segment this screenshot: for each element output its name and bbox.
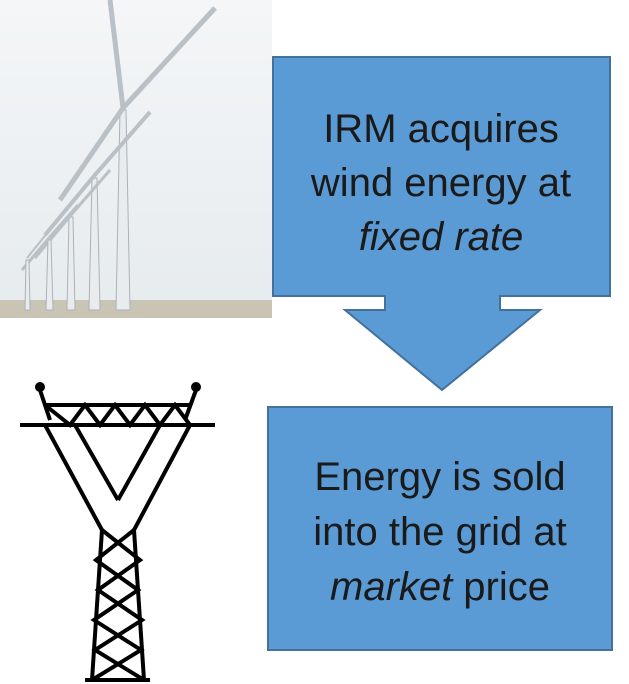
node-text: Energy is sold bbox=[314, 455, 565, 499]
node-text: IRM acquires bbox=[323, 107, 559, 151]
italic-word: market bbox=[330, 565, 454, 609]
node-text: into the grid at bbox=[313, 510, 567, 554]
word: price bbox=[463, 565, 550, 609]
wind-turbines-image bbox=[0, 0, 272, 318]
node-text: wind energy at bbox=[310, 161, 571, 205]
diagram: IRM acquires wind energy at fixed rate E… bbox=[0, 0, 629, 684]
node-text: fixed rate bbox=[359, 215, 524, 259]
pylon-icon bbox=[20, 384, 215, 680]
